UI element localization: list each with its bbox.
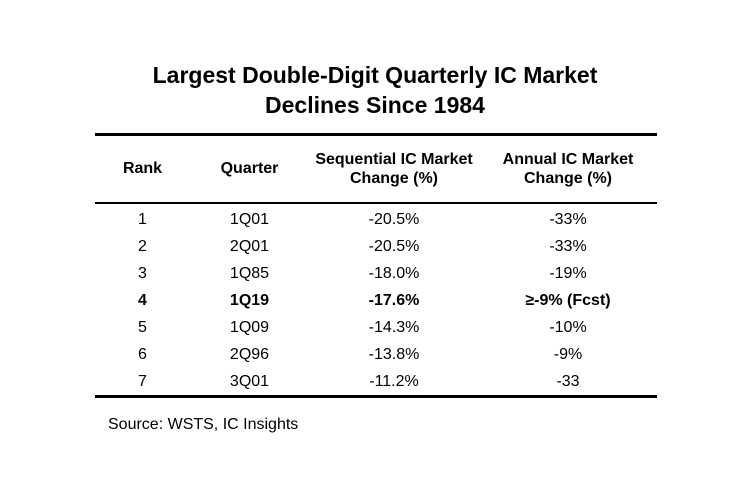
cell-sequential-change: -13.8% [368, 345, 420, 363]
table-header: Rank Quarter Sequential IC Market Change… [95, 134, 657, 203]
cell-quarter: 2Q01 [229, 237, 270, 255]
cell-rank: 5 [138, 318, 147, 336]
declines-table-container: Rank Quarter Sequential IC Market Change… [95, 133, 657, 398]
header-sequential-change: Sequential IC Market Change (%) [315, 150, 473, 187]
cell-sequential-change: -17.6% [368, 291, 420, 309]
header-quarter: Quarter [220, 160, 279, 178]
cell-annual-change: -33 [556, 372, 580, 390]
table-row: 2 2Q01 -20.5% -33% [95, 233, 657, 260]
cell-sequential-change: -20.5% [368, 210, 420, 228]
table-body: 1 1Q01 -20.5% -33% 2 2Q01 -20.5% -33% 3 … [95, 203, 657, 397]
cell-rank: 2 [138, 237, 147, 255]
cell-sequential-change: -20.5% [368, 237, 420, 255]
header-annual-change: Annual IC Market Change (%) [502, 150, 634, 187]
cell-sequential-change: -11.2% [369, 372, 419, 390]
cell-rank: 4 [138, 291, 147, 309]
table-row: 6 2Q96 -13.8% -9% [95, 341, 657, 368]
cell-annual-change: -9% [553, 345, 583, 363]
cell-annual-change: -33% [549, 237, 587, 255]
cell-annual-change: -33% [549, 210, 587, 228]
cell-sequential-change: -14.3% [368, 318, 420, 336]
table-row-highlighted: 4 1Q19 -17.6% ≥-9% (Fcst) [95, 287, 657, 314]
cell-quarter: 3Q01 [229, 372, 270, 390]
cell-quarter: 2Q96 [229, 345, 270, 363]
header-row: Rank Quarter Sequential IC Market Change… [95, 135, 657, 203]
source-note: Source: WSTS, IC Insights [108, 416, 299, 433]
table-title: Largest Double-Digit Quarterly IC Market… [0, 60, 750, 120]
cell-annual-change: -10% [549, 318, 587, 336]
table-row: 5 1Q09 -14.3% -10% [95, 314, 657, 341]
table-row: 3 1Q85 -18.0% -19% [95, 260, 657, 287]
cell-annual-change: -19% [549, 264, 587, 282]
header-rank: Rank [122, 160, 163, 178]
cell-quarter: 1Q85 [229, 264, 270, 282]
cell-rank: 1 [138, 210, 147, 228]
cell-quarter: 1Q01 [229, 210, 270, 228]
title-line-2: Declines Since 1984 [265, 92, 485, 118]
cell-rank: 6 [138, 345, 147, 363]
table-row: 1 1Q01 -20.5% -33% [95, 203, 657, 233]
title-line-1: Largest Double-Digit Quarterly IC Market [152, 62, 598, 88]
cell-quarter: 1Q09 [229, 318, 270, 336]
cell-quarter: 1Q19 [229, 291, 270, 309]
table-row: 7 3Q01 -11.2% -33 [95, 368, 657, 397]
cell-rank: 7 [138, 372, 147, 390]
cell-annual-change: ≥-9% (Fcst) [525, 291, 611, 309]
declines-table: Rank Quarter Sequential IC Market Change… [95, 133, 657, 398]
cell-rank: 3 [138, 264, 147, 282]
cell-sequential-change: -18.0% [368, 264, 420, 282]
